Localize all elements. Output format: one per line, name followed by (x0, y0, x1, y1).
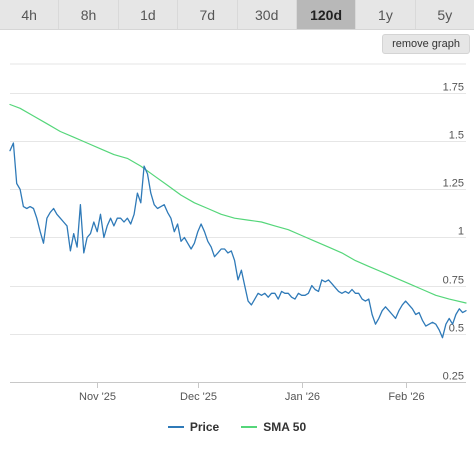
y-tick-label: 1.5 (449, 130, 464, 142)
legend-item-price[interactable]: Price (167, 420, 220, 434)
tab-4h[interactable]: 4h (0, 0, 60, 29)
y-tick-label: 1.25 (443, 178, 464, 190)
tab-8h[interactable]: 8h (59, 0, 119, 29)
tab-1d[interactable]: 1d (119, 0, 179, 29)
remove-graph-button[interactable]: remove graph (382, 34, 470, 54)
y-tick-label: 0.75 (443, 275, 464, 287)
timeframe-tabs: 4h 8h 1d 7d 30d 120d 1y 5y (0, 0, 474, 30)
x-tick-label: Nov '25 (79, 391, 116, 403)
x-tick-label: Feb '26 (388, 391, 424, 403)
legend-swatch-price (167, 426, 184, 428)
tab-1y[interactable]: 1y (356, 0, 416, 29)
legend-label-price: Price (189, 420, 220, 434)
y-tick-label: 0.5 (449, 323, 464, 335)
tab-120d[interactable]: 120d (296, 0, 357, 29)
tab-30d[interactable]: 30d (238, 0, 297, 29)
chart-legend: Price SMA 50 (0, 420, 474, 434)
y-tick-label: 1 (458, 226, 464, 238)
tab-5y[interactable]: 5y (437, 7, 453, 23)
legend-swatch-sma-50 (241, 426, 258, 428)
y-tick-label: 1.75 (443, 82, 464, 94)
y-tick-label: 0.25 (443, 371, 464, 383)
sma-50-series-line (9, 103, 467, 304)
x-tick-label: Jan '26 (285, 391, 320, 403)
legend-item-sma-50[interactable]: SMA 50 (241, 420, 306, 434)
price-series-line (9, 142, 467, 339)
legend-label-sma-50: SMA 50 (263, 420, 307, 434)
x-tick-label: Dec '25 (180, 391, 217, 403)
tab-7d[interactable]: 7d (178, 0, 238, 29)
